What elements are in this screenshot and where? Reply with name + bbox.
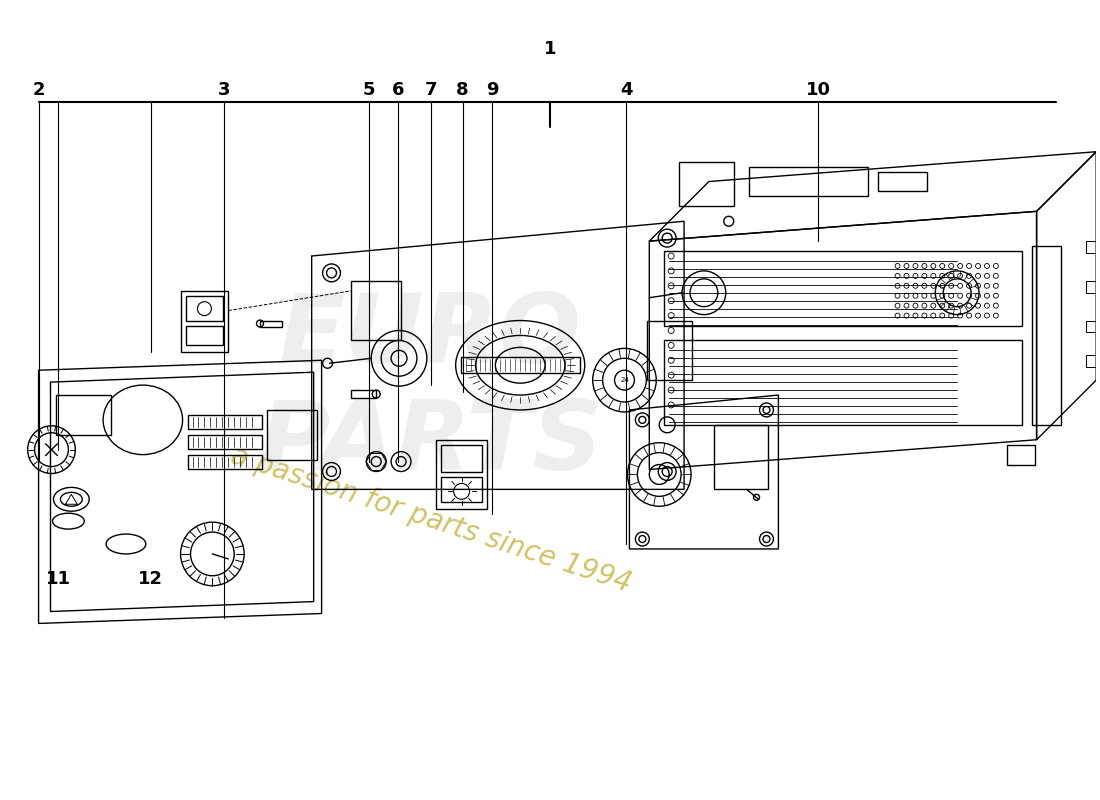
Text: 10: 10 [805, 81, 830, 99]
Bar [260, 321, 282, 326]
Text: 6: 6 [392, 81, 405, 99]
Bar [1087, 355, 1098, 367]
Text: 3: 3 [218, 81, 231, 99]
Text: 1: 1 [543, 41, 557, 58]
Bar [180, 290, 229, 352]
Bar [679, 162, 734, 206]
Bar [1032, 246, 1062, 425]
Bar [187, 434, 262, 449]
Bar [647, 321, 692, 380]
Bar [186, 326, 223, 346]
Bar [1087, 281, 1098, 293]
Text: 8: 8 [456, 81, 469, 99]
Bar [461, 358, 580, 373]
Bar [187, 454, 262, 469]
Text: 24: 24 [620, 377, 629, 383]
Text: 4: 4 [620, 81, 632, 99]
Bar [1087, 241, 1098, 253]
Bar [664, 251, 1022, 326]
Bar [186, 296, 223, 321]
Text: 9: 9 [486, 81, 498, 99]
Bar [714, 425, 769, 490]
Bar [187, 415, 262, 429]
Text: EURO
PARTS: EURO PARTS [258, 290, 603, 490]
Text: 11: 11 [46, 570, 70, 588]
Text: 2: 2 [32, 81, 45, 99]
Bar [749, 166, 868, 197]
Bar [267, 410, 317, 459]
Bar [436, 440, 487, 510]
Bar [351, 281, 402, 341]
Text: 5: 5 [363, 81, 375, 99]
Bar [878, 171, 927, 191]
Bar [1006, 445, 1035, 465]
Bar [1087, 321, 1098, 333]
Bar [664, 341, 1022, 425]
Text: 7: 7 [425, 81, 437, 99]
Bar [441, 445, 483, 473]
Bar [351, 390, 376, 398]
Text: a passion for parts since 1994: a passion for parts since 1994 [227, 441, 635, 598]
Text: 12: 12 [139, 570, 163, 588]
Bar [441, 478, 483, 502]
Bar [56, 395, 111, 434]
